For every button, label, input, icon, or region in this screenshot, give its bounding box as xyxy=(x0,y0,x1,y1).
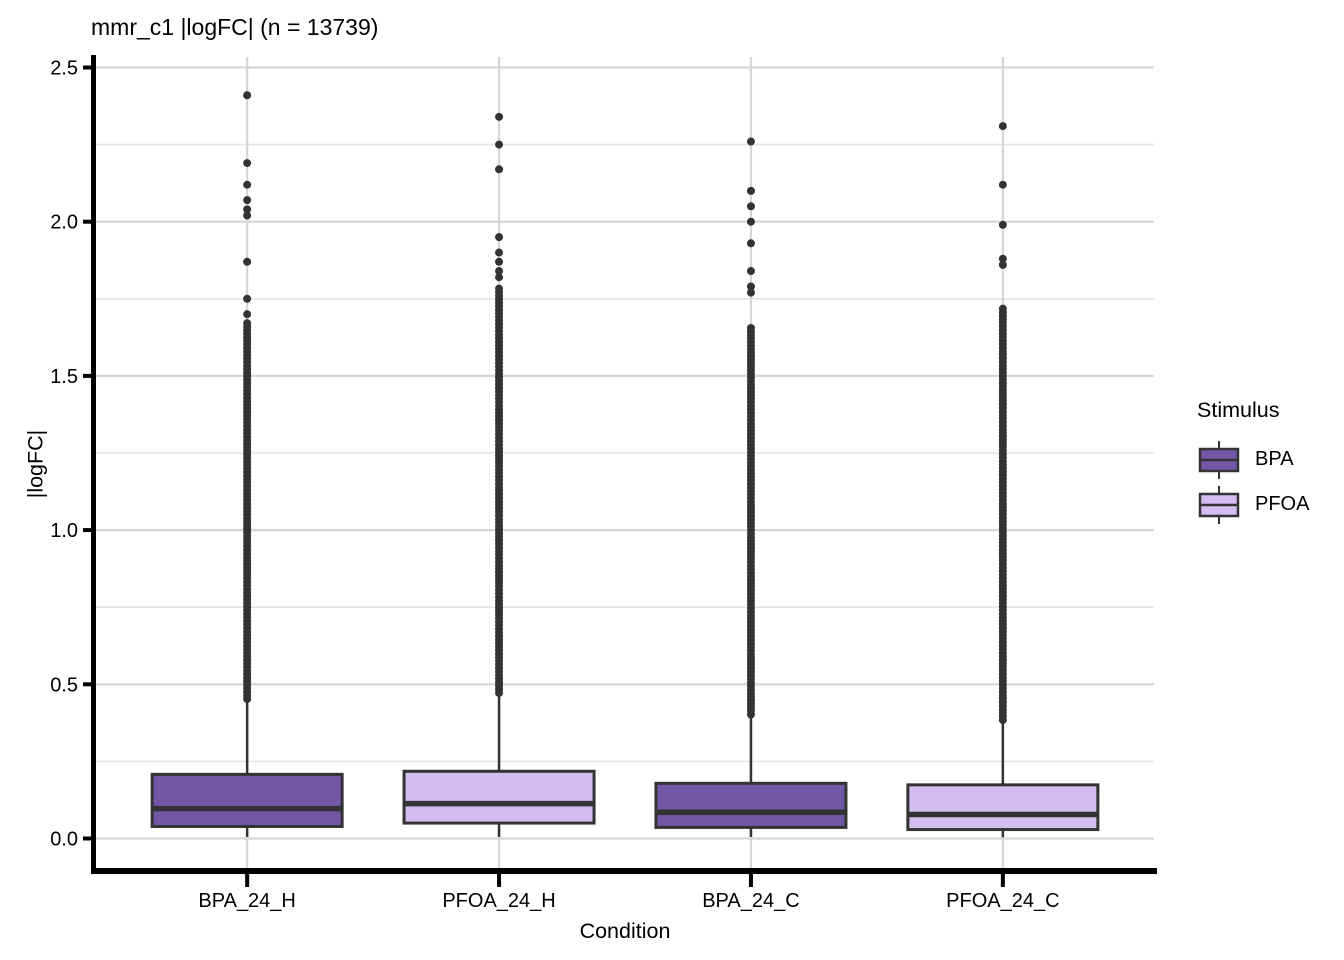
svg-text:1.5: 1.5 xyxy=(50,366,78,388)
legend-title: Stimulus xyxy=(1197,398,1280,422)
x-axis-title: Condition xyxy=(579,919,671,943)
legend-label-pfoa: PFOA xyxy=(1255,493,1310,515)
svg-text:BPA_24_H: BPA_24_H xyxy=(198,890,295,912)
svg-text:PFOA_24_C: PFOA_24_C xyxy=(946,890,1059,912)
svg-text:0.0: 0.0 xyxy=(50,829,78,851)
legend-item-pfoa: PFOA xyxy=(1197,482,1309,527)
svg-text:0.5: 0.5 xyxy=(50,674,78,696)
svg-text:1.0: 1.0 xyxy=(50,520,78,542)
legend-item-bpa: BPA xyxy=(1197,437,1309,482)
chart-title: mmr_c1 |logFC| (n = 13739) xyxy=(91,14,379,40)
svg-text:PFOA_24_H: PFOA_24_H xyxy=(442,890,555,912)
boxplot-key-pfoa-icon xyxy=(1198,485,1240,524)
boxplot-key-bpa-icon xyxy=(1198,440,1240,479)
svg-text:BPA_24_C: BPA_24_C xyxy=(702,890,799,912)
svg-text:2.0: 2.0 xyxy=(50,212,78,234)
legend: Stimulus BPA PFOA xyxy=(1197,398,1309,527)
svg-text:2.5: 2.5 xyxy=(50,58,78,80)
y-axis-title: |logFC| xyxy=(23,429,48,499)
legend-label-bpa: BPA xyxy=(1255,448,1294,470)
